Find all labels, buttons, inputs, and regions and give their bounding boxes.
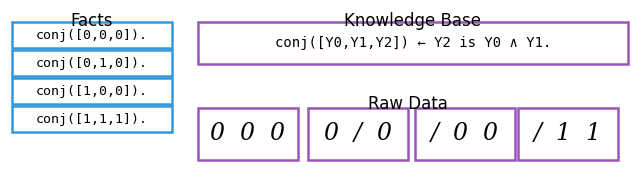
Text: conj([1,1,1]).: conj([1,1,1]). <box>36 112 148 126</box>
Text: conj([Y0,Y1,Y2]) ← Y2 is Y0 ∧ Y1.: conj([Y0,Y1,Y2]) ← Y2 is Y0 ∧ Y1. <box>275 36 551 50</box>
FancyBboxPatch shape <box>308 108 408 160</box>
Text: Facts: Facts <box>71 12 113 30</box>
Text: 0  0  0: 0 0 0 <box>211 123 285 146</box>
FancyBboxPatch shape <box>198 108 298 160</box>
Text: conj([0,1,0]).: conj([0,1,0]). <box>36 56 148 70</box>
FancyBboxPatch shape <box>198 22 628 64</box>
FancyBboxPatch shape <box>518 108 618 160</box>
FancyBboxPatch shape <box>12 106 172 132</box>
Text: conj([0,0,0]).: conj([0,0,0]). <box>36 28 148 41</box>
Text: 0  /  0: 0 / 0 <box>324 123 392 146</box>
Text: Raw Data: Raw Data <box>368 95 448 113</box>
Text: conj([1,0,0]).: conj([1,0,0]). <box>36 85 148 97</box>
FancyBboxPatch shape <box>12 50 172 76</box>
Text: /  0  0: / 0 0 <box>431 123 499 146</box>
FancyBboxPatch shape <box>12 22 172 48</box>
Text: Knowledge Base: Knowledge Base <box>344 12 481 30</box>
FancyBboxPatch shape <box>415 108 515 160</box>
Text: /  1  1: / 1 1 <box>534 123 602 146</box>
FancyBboxPatch shape <box>12 78 172 104</box>
